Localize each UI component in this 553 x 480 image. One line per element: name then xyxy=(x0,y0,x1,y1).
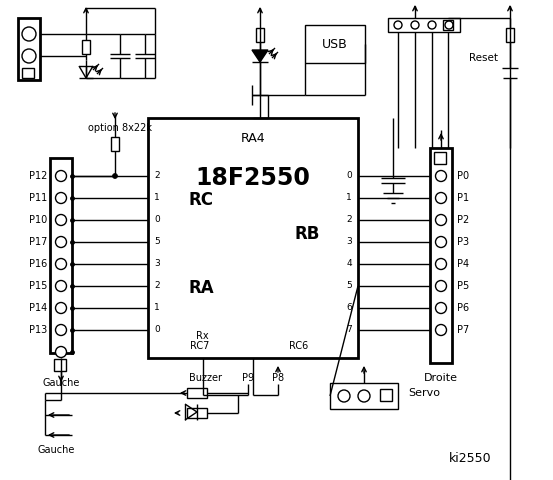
Text: 5: 5 xyxy=(154,238,160,247)
Text: RA: RA xyxy=(188,279,213,297)
Circle shape xyxy=(436,259,446,269)
Text: 18F2550: 18F2550 xyxy=(196,166,310,190)
Circle shape xyxy=(436,170,446,181)
Circle shape xyxy=(411,21,419,29)
Circle shape xyxy=(436,237,446,248)
Text: P6: P6 xyxy=(457,303,469,313)
Text: 3: 3 xyxy=(154,260,160,268)
Circle shape xyxy=(358,390,370,402)
Bar xyxy=(187,408,207,418)
Text: 1: 1 xyxy=(154,303,160,312)
Text: P14: P14 xyxy=(29,303,47,313)
Text: 2: 2 xyxy=(346,216,352,225)
Circle shape xyxy=(22,49,36,63)
Bar xyxy=(256,28,264,42)
Circle shape xyxy=(55,347,66,358)
Text: RC7: RC7 xyxy=(190,341,210,351)
Text: RA4: RA4 xyxy=(241,132,265,144)
Bar xyxy=(18,18,40,80)
Circle shape xyxy=(55,215,66,226)
Text: RC: RC xyxy=(188,191,213,209)
Bar xyxy=(506,28,514,42)
Bar xyxy=(380,389,392,401)
Text: P7: P7 xyxy=(457,325,469,335)
Circle shape xyxy=(55,259,66,269)
Text: 1: 1 xyxy=(154,193,160,203)
Circle shape xyxy=(436,215,446,226)
Text: P16: P16 xyxy=(29,259,47,269)
Text: 2: 2 xyxy=(154,171,160,180)
Bar xyxy=(148,118,358,358)
Text: P2: P2 xyxy=(457,215,469,225)
Circle shape xyxy=(55,302,66,313)
Bar xyxy=(187,388,207,398)
Text: 3: 3 xyxy=(346,238,352,247)
Circle shape xyxy=(22,27,36,41)
Circle shape xyxy=(436,280,446,291)
Text: Gauche: Gauche xyxy=(37,445,75,455)
Circle shape xyxy=(394,21,402,29)
Circle shape xyxy=(436,324,446,336)
Bar xyxy=(330,383,398,409)
Text: P3: P3 xyxy=(457,237,469,247)
Circle shape xyxy=(112,173,117,179)
Text: P12: P12 xyxy=(29,171,47,181)
Text: 2: 2 xyxy=(154,281,160,290)
Circle shape xyxy=(55,192,66,204)
Circle shape xyxy=(55,280,66,291)
Bar xyxy=(22,68,34,78)
Text: RB: RB xyxy=(295,225,320,243)
Text: 7: 7 xyxy=(346,325,352,335)
Text: P9: P9 xyxy=(242,373,254,383)
Text: Servo: Servo xyxy=(408,388,440,398)
Text: P17: P17 xyxy=(29,237,47,247)
Bar xyxy=(305,25,365,63)
Polygon shape xyxy=(252,50,268,62)
Text: ki2550: ki2550 xyxy=(448,452,491,465)
Text: P5: P5 xyxy=(457,281,469,291)
Circle shape xyxy=(436,302,446,313)
Text: Reset: Reset xyxy=(469,53,498,63)
Bar xyxy=(434,152,446,164)
Text: 0: 0 xyxy=(154,325,160,335)
Text: 4: 4 xyxy=(346,260,352,268)
Text: Rx: Rx xyxy=(196,331,208,341)
Text: Gauche: Gauche xyxy=(43,378,80,388)
Text: P13: P13 xyxy=(29,325,47,335)
Text: P0: P0 xyxy=(457,171,469,181)
Text: 1: 1 xyxy=(346,193,352,203)
Text: P11: P11 xyxy=(29,193,47,203)
Circle shape xyxy=(55,170,66,181)
Text: 5: 5 xyxy=(346,281,352,290)
Text: Droite: Droite xyxy=(424,373,458,383)
Bar xyxy=(388,18,460,32)
Circle shape xyxy=(436,192,446,204)
Text: 0: 0 xyxy=(154,216,160,225)
Text: P1: P1 xyxy=(457,193,469,203)
Text: RC6: RC6 xyxy=(289,341,308,351)
Circle shape xyxy=(445,21,453,29)
Text: P10: P10 xyxy=(29,215,47,225)
Circle shape xyxy=(55,324,66,336)
Text: P8: P8 xyxy=(272,373,284,383)
Text: 6: 6 xyxy=(346,303,352,312)
Bar xyxy=(54,359,66,371)
Bar xyxy=(82,40,90,54)
Text: 0: 0 xyxy=(346,171,352,180)
Bar xyxy=(50,158,72,353)
Text: option 8x22k: option 8x22k xyxy=(88,123,152,133)
Text: Buzzer: Buzzer xyxy=(189,373,222,383)
Text: USB: USB xyxy=(322,37,348,50)
Text: P4: P4 xyxy=(457,259,469,269)
Text: P15: P15 xyxy=(29,281,47,291)
Bar xyxy=(430,148,452,363)
Circle shape xyxy=(338,390,350,402)
Bar xyxy=(111,137,119,151)
Circle shape xyxy=(428,21,436,29)
Bar xyxy=(443,20,453,30)
Circle shape xyxy=(55,237,66,248)
